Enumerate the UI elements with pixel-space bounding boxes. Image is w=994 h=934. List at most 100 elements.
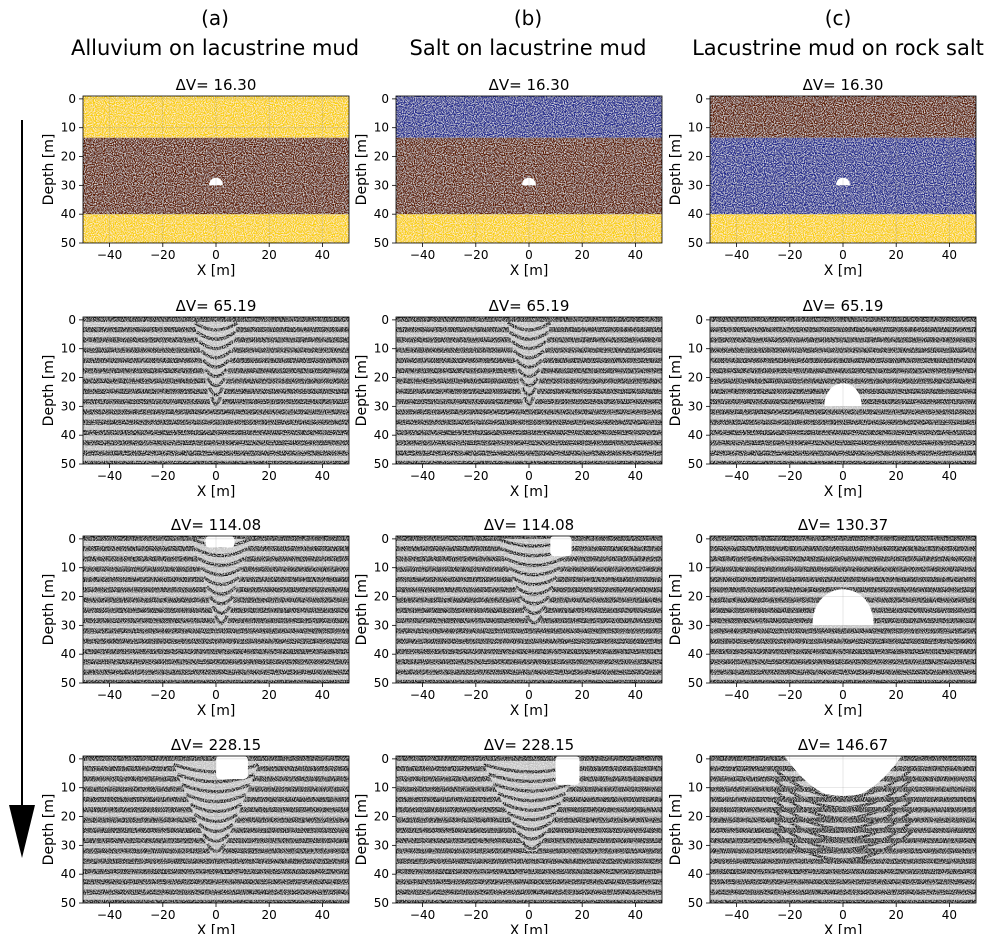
y-tick-label: 40 — [688, 207, 703, 221]
column-letter: (b) — [514, 6, 542, 30]
x-tick-label: 40 — [942, 688, 957, 702]
y-tick-label: 20 — [374, 150, 389, 164]
x-tick-label: 0 — [212, 908, 220, 922]
y-axis-label: Depth [m] — [668, 355, 684, 427]
bent-stripe — [197, 556, 246, 567]
grid — [710, 536, 976, 683]
bent-stripe — [521, 605, 547, 615]
panel: ΔV= 114.08 −40 −20 0 20 40 0 10 20 30 40 50 X [m] Dep… — [354, 516, 663, 719]
grid — [396, 96, 662, 243]
x-tick-label: 40 — [942, 248, 957, 262]
bent-stripe — [205, 585, 238, 596]
x-tick-label: 40 — [628, 908, 643, 922]
y-tick-label: 50 — [688, 236, 703, 250]
x-tick-label: −40 — [410, 688, 435, 702]
panel-title: ΔV= 228.15 — [171, 736, 261, 754]
surface-gap — [550, 536, 572, 557]
y-tick-label: 50 — [688, 457, 703, 471]
bent-stripe — [511, 820, 552, 832]
column-title: Lacustrine mud on rock salt — [692, 36, 984, 60]
y-tick-label: 50 — [374, 236, 389, 250]
bent-stripe — [497, 792, 566, 803]
y-tick-label: 20 — [688, 810, 703, 824]
x-tick-label: −40 — [410, 469, 435, 483]
panel: ΔV= 16.30 −40 −20 0 20 40 0 10 20 30 40 50 X [m] Dept… — [41, 76, 350, 279]
x-tick-label: −20 — [150, 248, 175, 262]
x-tick-label: −20 — [463, 469, 488, 483]
panel-title: ΔV= 65.19 — [176, 297, 257, 315]
x-tick-label: −40 — [410, 248, 435, 262]
x-axis-label: X [m] — [824, 923, 863, 934]
x-tick-label: 20 — [889, 908, 904, 922]
x-tick-label: −40 — [724, 469, 749, 483]
y-axis-label: Depth [m] — [668, 574, 684, 646]
y-axis-label: Depth [m] — [354, 574, 370, 646]
x-tick-label: 20 — [889, 248, 904, 262]
y-tick-label: 20 — [374, 810, 389, 824]
y-tick-label: 30 — [61, 618, 76, 632]
x-tick-label: 20 — [889, 688, 904, 702]
column-letter: (a) — [201, 6, 229, 30]
y-tick-label: 40 — [61, 867, 76, 881]
grid — [83, 317, 349, 464]
x-tick-label: −20 — [150, 908, 175, 922]
surface-gap — [205, 536, 235, 548]
x-tick-label: −40 — [97, 908, 122, 922]
y-tick-label: 0 — [381, 532, 389, 546]
x-tick-label: 40 — [315, 908, 330, 922]
x-axis-label: X [m] — [197, 484, 236, 500]
y-tick-label: 40 — [688, 647, 703, 661]
x-tick-label: −40 — [97, 469, 122, 483]
y-tick-label: 50 — [688, 896, 703, 910]
x-tick-label: 20 — [575, 688, 590, 702]
panel-body — [710, 536, 976, 683]
y-tick-label: 40 — [374, 867, 389, 881]
y-tick-label: 20 — [688, 590, 703, 604]
y-tick-label: 0 — [695, 92, 703, 106]
column-title: Alluvium on lacustrine mud — [71, 36, 359, 60]
x-tick-label: −20 — [777, 248, 802, 262]
panel-body — [83, 756, 349, 903]
y-tick-label: 40 — [374, 647, 389, 661]
surface-gap — [555, 756, 580, 785]
y-axis-label: Depth [m] — [41, 134, 57, 206]
y-tick-label: 10 — [688, 561, 703, 575]
x-axis-label: X [m] — [510, 703, 549, 719]
column-header-a: (a) Alluvium on lacustrine mud — [71, 6, 359, 60]
column-letter: (c) — [825, 6, 852, 30]
panel: ΔV= 16.30 −40 −20 0 20 40 0 10 20 30 40 50 X [m] Dept… — [668, 76, 977, 279]
y-tick-label: 10 — [374, 121, 389, 135]
x-axis-label: X [m] — [824, 484, 863, 500]
x-tick-label: 40 — [315, 469, 330, 483]
panel-title: ΔV= 146.67 — [798, 736, 888, 754]
x-tick-label: 0 — [525, 908, 533, 922]
y-axis-label: Depth [m] — [668, 134, 684, 206]
x-axis-label: X [m] — [824, 703, 863, 719]
x-tick-label: 40 — [315, 248, 330, 262]
grid — [396, 756, 662, 903]
y-tick-label: 30 — [688, 618, 703, 632]
x-tick-label: −40 — [97, 688, 122, 702]
y-tick-label: 50 — [688, 676, 703, 690]
column-header-b: (b) Salt on lacustrine mud — [410, 6, 647, 60]
y-tick-label: 50 — [61, 457, 76, 471]
x-tick-label: −20 — [150, 688, 175, 702]
y-tick-label: 50 — [61, 896, 76, 910]
grid — [83, 536, 349, 683]
x-axis-label: X [m] — [197, 703, 236, 719]
column-header-c: (c) Lacustrine mud on rock salt — [692, 6, 984, 60]
panel-title: ΔV= 228.15 — [484, 736, 574, 754]
surface-gap — [216, 756, 248, 780]
y-tick-label: 0 — [381, 92, 389, 106]
x-tick-label: −20 — [463, 248, 488, 262]
bent-stripe — [194, 547, 249, 558]
panel-title: ΔV= 65.19 — [489, 297, 570, 315]
y-tick-label: 30 — [688, 178, 703, 192]
x-tick-label: 0 — [839, 469, 847, 483]
x-tick-label: 0 — [212, 469, 220, 483]
bent-stripe — [502, 801, 562, 812]
y-tick-label: 40 — [688, 867, 703, 881]
y-tick-label: 20 — [688, 371, 703, 385]
panel: ΔV= 65.19 −40 −20 0 20 40 0 10 20 30 40 50 X [m] Dept… — [41, 297, 350, 500]
y-tick-label: 40 — [374, 207, 389, 221]
